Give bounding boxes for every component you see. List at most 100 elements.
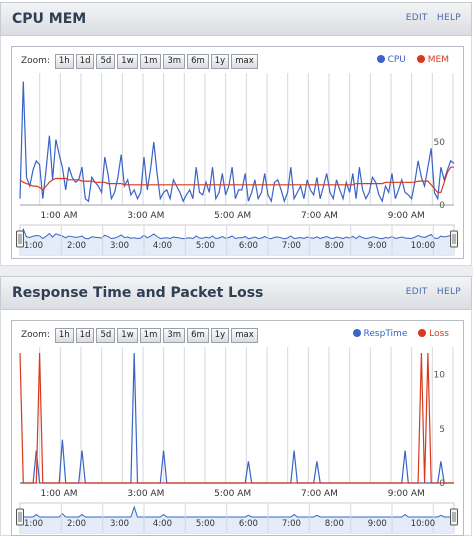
navigator-right-handle[interactable] [450,508,458,526]
navigator-label: 10:00 [411,519,436,529]
navigator-label: 1:00 [24,519,43,529]
chart-container: Zoom: 1h 1d 5d 1w 1m 3m 6m 1y max CPU MEM 1:00 A… [11,46,464,259]
resptime-dot-icon [352,329,361,337]
zoom-6m-button[interactable]: 6m [187,328,209,343]
legend-loss[interactable]: Loss [418,329,449,339]
panel-header: CPU MEM EDIT HELP [0,2,472,36]
navigator-label: 8:00 [325,519,344,529]
chart-legend: CPU MEM [369,55,449,65]
zoom-1h-button[interactable]: 1h [54,328,74,343]
navigator-label: 1:00 [24,241,43,251]
zoom-1w-button[interactable]: 1w [117,328,138,343]
edit-link[interactable]: EDIT [405,13,428,23]
panel-separator [0,266,473,278]
chart-container: Zoom: 1h 1d 5d 1w 1m 3m 6m 1y max RespTime Loss … [11,320,464,536]
zoom-label: Zoom: [21,56,50,66]
zoom-3m-button[interactable]: 3m [163,54,186,69]
panel-title: Response Time and Packet Loss [12,285,264,301]
navigator-label: 4:00 [153,519,172,529]
zoom-max-button[interactable]: max [231,54,258,69]
navigator-label: 5:00 [196,519,215,529]
legend-resptime[interactable]: RespTime [352,329,408,339]
y-tick-label: 10 [434,371,446,381]
x-tick-label: 7:00 AM [301,211,338,221]
navigator-right-handle[interactable] [450,230,458,248]
cpu-mem-panel: CPU MEM EDIT HELP Zoom: 1h 1d 5d 1w 1m 3m 6m 1y… [0,2,472,266]
zoom-1d-button[interactable]: 1d [75,54,95,69]
navigator-left-handle[interactable] [16,230,24,248]
zoom-label: Zoom: [21,330,50,340]
navigator-label: 9:00 [368,519,387,529]
navigator-line [20,505,454,518]
chart-legend: RespTime Loss [345,329,449,339]
zoom-1m-button[interactable]: 1m [139,54,162,69]
y-tick-label: 0 [439,479,445,489]
series-line-mem [19,166,454,194]
navigator-label: 9:00 [368,241,387,251]
navigator-label: 2:00 [67,519,86,529]
navigator-label: 7:00 [282,241,301,251]
navigator-label: 3:00 [110,241,129,251]
legend-mem-label: MEM [427,55,449,65]
navigator-label: 10:00 [411,241,436,251]
x-tick-label: 5:00 AM [214,489,251,499]
legend-mem[interactable]: MEM [416,55,449,65]
panel-body: Zoom: 1h 1d 5d 1w 1m 3m 6m 1y max CPU MEM 1:00 A… [0,36,472,266]
help-link[interactable]: HELP [436,13,461,23]
edit-link[interactable]: EDIT [405,287,428,297]
zoom-1d-button[interactable]: 1d [75,328,95,343]
x-tick-label: 7:00 AM [301,489,338,499]
cpu-dot-icon [376,55,385,63]
x-tick-label: 9:00 AM [388,211,425,221]
zoom-1h-button[interactable]: 1h [54,54,74,69]
navigator-area [20,229,454,255]
x-tick-label: 1:00 AM [41,489,78,499]
panel-header: Response Time and Packet Loss EDIT HELP [0,276,472,310]
panel-title: CPU MEM [12,11,87,27]
legend-cpu[interactable]: CPU [376,55,406,65]
zoom-bar: Zoom: 1h 1d 5d 1w 1m 3m 6m 1y max [21,54,258,69]
panel-body: Zoom: 1h 1d 5d 1w 1m 3m 6m 1y max RespTime Loss … [0,310,472,536]
zoom-6m-button[interactable]: 6m [187,54,209,69]
navigator-area [20,507,454,533]
zoom-1m-button[interactable]: 1m [139,328,162,343]
zoom-3m-button[interactable]: 3m [163,328,186,343]
zoom-max-button[interactable]: max [231,328,258,343]
response-loss-panel: Response Time and Packet Loss EDIT HELP … [0,276,472,536]
x-tick-label: 3:00 AM [127,489,164,499]
navigator-label: 7:00 [282,519,301,529]
zoom-1w-button[interactable]: 1w [117,54,138,69]
x-tick-label: 9:00 AM [388,489,425,499]
y-tick-label: 5 [439,425,445,435]
help-link[interactable]: HELP [436,287,461,297]
legend-cpu-label: CPU [387,55,406,65]
zoom-1y-button[interactable]: 1y [210,328,230,343]
navigator-line [19,227,455,240]
panel-links: EDIT HELP [400,287,461,297]
mem-dot-icon [416,55,425,63]
navigator-label: 3:00 [110,519,129,529]
zoom-bar: Zoom: 1h 1d 5d 1w 1m 3m 6m 1y max [21,328,258,343]
panel-links: EDIT HELP [400,13,461,23]
navigator-label: 8:00 [325,241,344,251]
navigator-label: 5:00 [196,241,215,251]
response-loss-chart: 1:00 AM 3:00 AM 5:00 AM 7:00 AM 9:00 AM 10 5 0 1… [16,347,458,534]
loss-dot-icon [418,329,427,337]
legend-resptime-label: RespTime [363,329,408,339]
zoom-5d-button[interactable]: 5d [96,54,116,69]
y-tick-label: 0 [439,201,445,211]
series-line-cpu [19,81,455,204]
navigator-label: 2:00 [67,241,86,251]
cpu-mem-chart: 1:00 AM 3:00 AM 5:00 AM 7:00 AM 9:00 AM 50 0 1:… [16,73,458,256]
navigator-label: 6:00 [239,519,258,529]
y-tick-label: 50 [434,138,446,148]
zoom-1y-button[interactable]: 1y [210,54,230,69]
zoom-5d-button[interactable]: 5d [96,328,116,343]
series-line-loss [19,352,454,484]
navigator-label: 4:00 [153,241,172,251]
navigator-left-handle[interactable] [16,508,24,526]
x-tick-label: 5:00 AM [214,211,251,221]
series-line-resptime [20,352,454,484]
x-tick-label: 1:00 AM [41,211,78,221]
navigator-label: 6:00 [239,241,258,251]
